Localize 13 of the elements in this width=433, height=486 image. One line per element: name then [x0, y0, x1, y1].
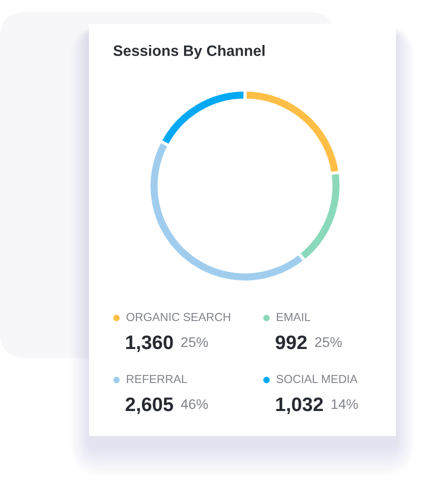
text: 14%: [332, 399, 358, 409]
data-label: 1,032: [276, 397, 323, 414]
data-label: 1,360: [126, 335, 173, 352]
legend-label: SOCIAL MEDIA: [276, 374, 358, 384]
data-label: 2,605: [126, 397, 174, 414]
text: 25%: [315, 337, 342, 348]
text: 25%: [181, 337, 208, 348]
legend-label: REFERRAL: [126, 375, 188, 383]
text: 46%: [180, 399, 208, 410]
chart-title: Sessions By Channel: [113, 45, 264, 59]
legend-label: EMAIL: [276, 313, 310, 321]
legend-label: ORGANIC SEARCH: [126, 312, 230, 322]
data-label: 992: [276, 335, 307, 350]
